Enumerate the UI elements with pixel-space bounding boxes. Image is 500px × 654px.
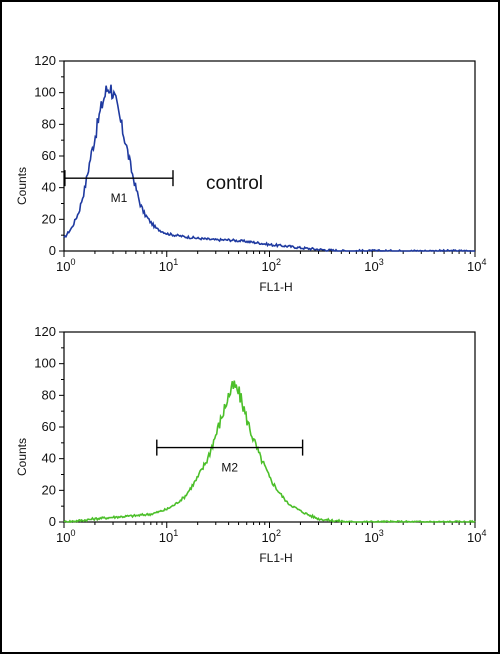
chart-panel-1: 100 101 102 103 104 0 20 40 60 80 100 120 FL1-H Count… [15,53,486,294]
x-tick-label: 102 [262,257,281,274]
y-tick-label: 60 [42,419,56,434]
x-tick-label: 104 [467,528,486,545]
x-axis-label: FL1-H [259,280,292,294]
histogram-series-line [63,380,476,524]
x-tick-label: 103 [364,257,383,274]
x-tick-label: 102 [262,528,281,545]
y-axis-label: Counts [15,167,29,205]
x-tick-label: 100 [56,257,75,274]
y-tick-label: 120 [34,53,56,68]
y-axis-label: Counts [15,438,29,476]
x-tick-label: 101 [159,257,178,274]
y-tick-label: 40 [42,180,56,195]
plot-area [63,331,476,523]
y-tick-label: 120 [34,324,56,339]
x-axis-label: FL1-H [259,551,292,565]
y-tick-label: 100 [34,85,56,100]
gate-marker-label: M2 [221,461,238,475]
plot-area [63,60,476,252]
chart-panel-2: 100 101 102 103 104 0 20 40 60 80 100 120 FL1-H Count… [15,324,486,565]
y-tick-label: 100 [34,356,56,371]
gate-marker-label: M1 [111,191,128,205]
y-tick-label: 0 [49,243,56,258]
control-annotation: control [206,173,263,194]
y-tick-label: 20 [42,482,56,497]
y-tick-label: 60 [42,148,56,163]
x-tick-label: 104 [467,257,486,274]
y-tick-label: 80 [42,116,56,131]
y-tick-label: 40 [42,451,56,466]
x-tick-label: 100 [56,528,75,545]
x-tick-label: 101 [159,528,178,545]
y-tick-label: 80 [42,387,56,402]
histogram-series-line [63,84,475,253]
y-tick-label: 20 [42,211,56,226]
y-tick-label: 0 [49,514,56,529]
x-tick-label: 103 [364,528,383,545]
